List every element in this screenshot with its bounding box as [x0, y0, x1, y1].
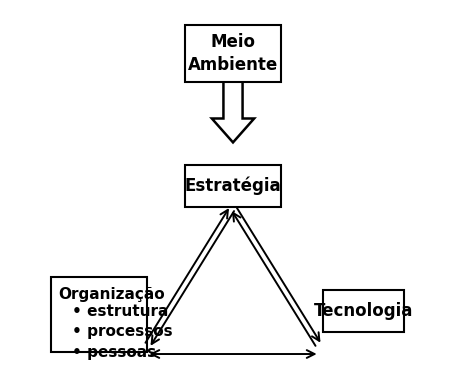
FancyBboxPatch shape	[51, 277, 146, 353]
Text: Estratégia: Estratégia	[185, 177, 281, 195]
FancyBboxPatch shape	[185, 25, 281, 82]
Text: • estrutura: • estrutura	[72, 304, 168, 319]
FancyBboxPatch shape	[185, 165, 281, 207]
Text: Organização: Organização	[59, 287, 165, 302]
Text: • processos: • processos	[72, 325, 172, 340]
Text: • pessoas: • pessoas	[72, 345, 156, 360]
Text: Meio
Ambiente: Meio Ambiente	[188, 32, 278, 74]
Polygon shape	[212, 82, 254, 142]
FancyBboxPatch shape	[323, 290, 404, 332]
Text: Tecnologia: Tecnologia	[314, 302, 413, 320]
